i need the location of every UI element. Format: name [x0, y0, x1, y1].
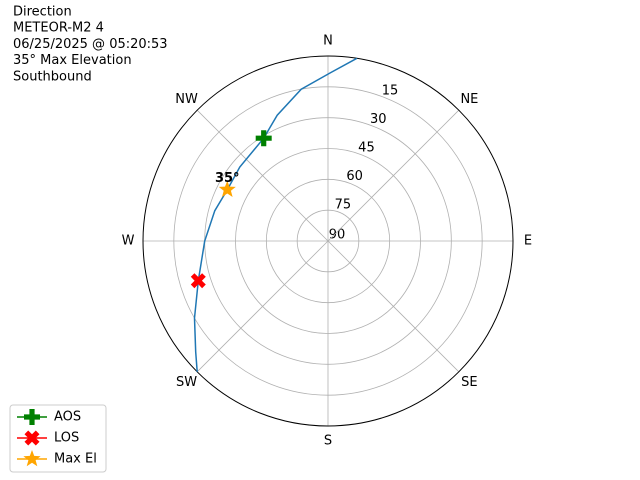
grid-spoke — [196, 240, 329, 373]
title-line: METEOR-M2 4 — [13, 21, 104, 36]
grid-spoke — [327, 109, 460, 242]
marker-plus — [255, 130, 272, 147]
annotation: 35° — [215, 171, 240, 186]
title-line: Southbound — [13, 69, 92, 84]
r-tick-label: 15 — [382, 84, 399, 99]
marker-x — [190, 273, 206, 289]
legend-marker — [24, 409, 40, 425]
r-tick-label: 60 — [346, 169, 363, 184]
r-tick-label: 75 — [335, 198, 352, 213]
r-tick-label: 30 — [370, 112, 387, 127]
theta-tick-label: NE — [460, 92, 478, 107]
marker-star — [218, 180, 236, 197]
grid-spoke — [196, 109, 329, 242]
title-line: 06/25/2025 @ 05:20:53 — [13, 37, 168, 52]
legend-marker — [24, 430, 40, 446]
legend-label: AOS — [54, 410, 81, 425]
legend: AOS LOS Max El — [9, 404, 107, 473]
r-tick-label: 45 — [358, 141, 375, 156]
title-line: Direction — [13, 5, 72, 20]
outer-frame — [142, 55, 514, 427]
theta-tick-label: S — [324, 434, 332, 449]
theta-tick-label: E — [524, 234, 532, 249]
legend-label: Max El — [54, 452, 97, 467]
theta-tick-label: W — [122, 234, 135, 249]
theta-tick-label: N — [323, 34, 333, 49]
theta-tick-label: SW — [176, 375, 197, 390]
theta-tick-label: SE — [461, 375, 477, 390]
legend-marker — [23, 450, 41, 467]
r-tick-label: 90 — [329, 228, 346, 243]
track-line — [193, 57, 358, 372]
legend-label: LOS — [54, 431, 79, 446]
grid-spoke — [327, 240, 460, 373]
theta-tick-label: NW — [175, 92, 198, 107]
title-line: 35° Max Elevation — [13, 53, 132, 68]
